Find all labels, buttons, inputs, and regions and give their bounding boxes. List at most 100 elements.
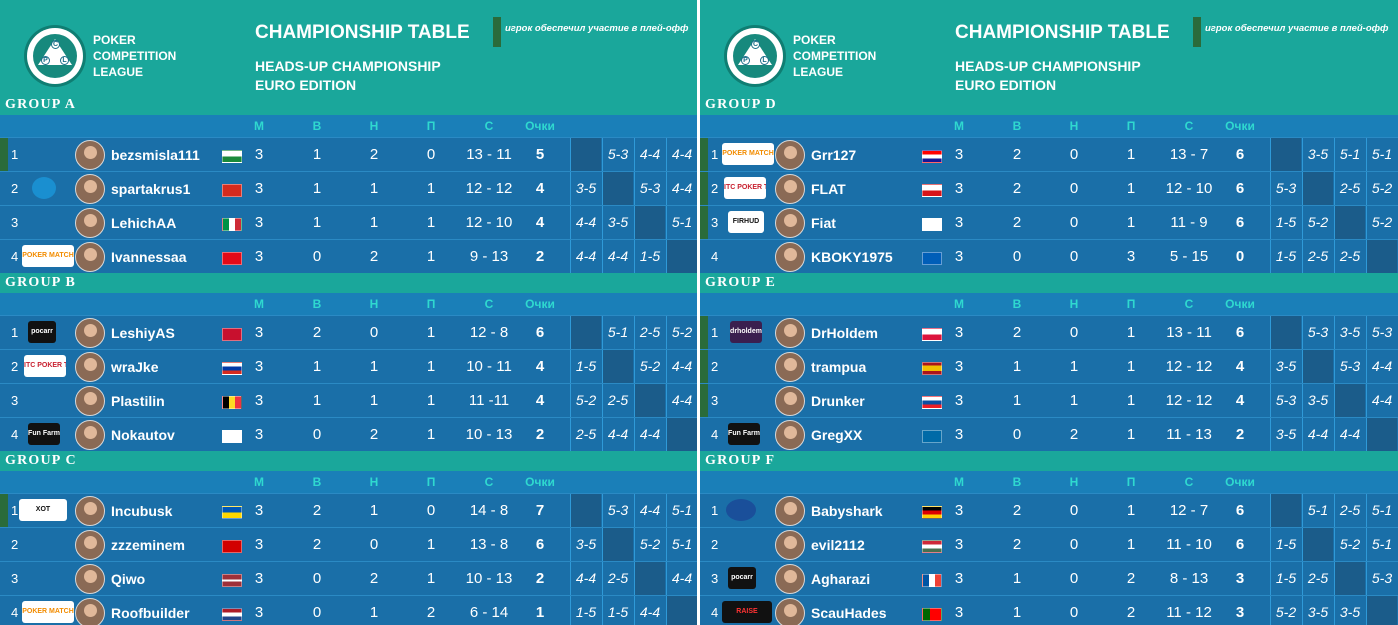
position: 4 — [711, 249, 719, 264]
column-header: С — [1184, 475, 1194, 489]
player-name[interactable]: Ivannessaa — [111, 249, 187, 265]
player-name[interactable]: LehichAA — [111, 215, 177, 231]
diagonal-cell — [1366, 418, 1397, 451]
diagonal-cell — [1302, 528, 1333, 561]
diagonal-cell — [1334, 562, 1365, 595]
stat-p: 1 — [426, 536, 436, 553]
stat-s: 10 - 13 — [465, 426, 513, 443]
player-name[interactable]: FLAT — [811, 181, 846, 197]
stat-p: 2 — [1126, 604, 1136, 621]
itc-logo-icon: ITC POKER TEAM — [724, 177, 766, 199]
stat-pts: 7 — [535, 502, 545, 519]
player-name[interactable]: Fiat — [811, 215, 836, 231]
player-name[interactable]: bezsmisla111 — [111, 147, 200, 163]
player-avatar — [775, 496, 805, 526]
player-name[interactable]: Qiwo — [111, 571, 146, 587]
stat-s: 11 - 10 — [1166, 536, 1212, 553]
player-name[interactable]: Grr127 — [811, 147, 857, 163]
column-header: С — [484, 297, 494, 311]
column-header: В — [312, 475, 322, 489]
stat-n: 2 — [369, 248, 379, 265]
belgium-flag-icon — [222, 396, 242, 409]
page-subtitle: HEADS-UP CHAMPIONSHIP EURO EDITION — [255, 58, 441, 93]
player-name[interactable]: Babyshark — [811, 503, 883, 519]
player-name[interactable]: ScauHades — [811, 605, 887, 621]
player-name[interactable]: Agharazi — [811, 571, 871, 587]
stat-pts: 6 — [1235, 146, 1245, 163]
france-flag-icon — [922, 574, 942, 587]
netherlands-flag-icon — [222, 608, 242, 621]
qualified-marker — [0, 494, 8, 527]
result-cell: 5-2 — [1334, 528, 1365, 561]
diagonal-cell — [602, 528, 633, 561]
stat-m: 3 — [254, 146, 264, 163]
table-row: 3 FIRHUD Fiat 3 2 0 1 11 - 9 6 1-5 5-2 5-2 — [700, 205, 1398, 239]
player-name[interactable]: evil2112 — [811, 537, 865, 553]
spain-flag-icon — [922, 362, 942, 375]
player-avatar — [75, 564, 105, 594]
player-avatar — [75, 208, 105, 238]
player-name[interactable]: spartakrus1 — [111, 181, 191, 197]
player-name[interactable]: Plastilin — [111, 393, 165, 409]
stat-m: 3 — [954, 248, 964, 265]
column-header: М — [954, 297, 964, 311]
group-title: GROUP D — [705, 97, 777, 112]
player-name[interactable]: GregXX — [811, 427, 863, 443]
position: 2 — [711, 181, 719, 196]
stat-p: 1 — [1126, 214, 1136, 231]
column-header: В — [1012, 297, 1022, 311]
player-name[interactable]: Drunker — [811, 393, 865, 409]
player-name[interactable]: LeshiyAS — [111, 325, 175, 341]
turkey-flag-icon — [222, 252, 242, 265]
result-cell: 5-2 — [1302, 206, 1333, 239]
result-cell: 3-5 — [1270, 418, 1301, 451]
result-cell: 2-5 — [602, 384, 633, 417]
stat-p: 1 — [1126, 358, 1136, 375]
player-name[interactable]: Incubusk — [111, 503, 173, 519]
position: 1 — [11, 503, 19, 518]
column-header: Очки — [525, 297, 555, 311]
player-name[interactable]: Roofbuilder — [111, 605, 190, 621]
latvia-flag-icon — [222, 574, 242, 587]
stat-m: 3 — [254, 180, 264, 197]
column-header: П — [426, 475, 436, 489]
diagonal-cell — [1302, 350, 1333, 383]
result-cell: 2-5 — [1302, 240, 1333, 273]
stat-p: 1 — [1126, 324, 1136, 341]
stat-m: 3 — [954, 358, 964, 375]
stat-n: 1 — [369, 180, 379, 197]
result-cell: 5-3 — [1302, 316, 1333, 349]
player-name[interactable]: KBOKY1975 — [811, 249, 893, 265]
stat-s: 10 - 13 — [465, 570, 513, 587]
position: 2 — [711, 359, 719, 374]
table-row: 1 bezsmisla111 3 1 2 0 13 - 11 5 5-3 4-4 4-4 — [0, 137, 697, 171]
result-cell: 5-3 — [1366, 562, 1397, 595]
table-row: 4 POKER MATCH Roofbuilder 3 0 1 2 6 - 14 1 1-5 1-5… — [0, 595, 697, 625]
table-row: 2 ITC POKER TEAM FLAT 3 2 0 1 12 - 10 6 5-3 2-55-2 — [700, 171, 1398, 205]
column-header: С — [484, 119, 494, 133]
player-name[interactable]: DrHoldem — [811, 325, 878, 341]
stat-v: 1 — [1012, 358, 1022, 375]
column-header: Очки — [1225, 119, 1255, 133]
player-avatar — [775, 242, 805, 272]
table-row: 2 trampua 3 1 1 1 12 - 12 4 3-5 5-3 4-4 — [700, 349, 1398, 383]
player-name[interactable]: wraJke — [111, 359, 159, 375]
qualified-marker — [700, 350, 708, 383]
switzerland-flag-icon — [222, 184, 242, 197]
result-cell: 5-2 — [666, 316, 697, 349]
player-name[interactable]: trampua — [811, 359, 867, 375]
result-cell: 4-4 — [1366, 350, 1397, 383]
player-name[interactable]: zzzeminem — [111, 537, 185, 553]
player-name[interactable]: Nokautov — [111, 427, 175, 443]
table-row: 4 KBOKY1975 3 0 0 3 5 - 15 0 1-5 2-5 2-5 — [700, 239, 1398, 273]
stat-p: 1 — [1126, 146, 1136, 163]
diagonal-cell — [570, 316, 601, 349]
stat-p: 1 — [1126, 536, 1136, 553]
column-header: Н — [1069, 475, 1079, 489]
stat-v: 1 — [312, 146, 322, 163]
qualified-marker — [700, 384, 708, 417]
column-header: В — [312, 297, 322, 311]
